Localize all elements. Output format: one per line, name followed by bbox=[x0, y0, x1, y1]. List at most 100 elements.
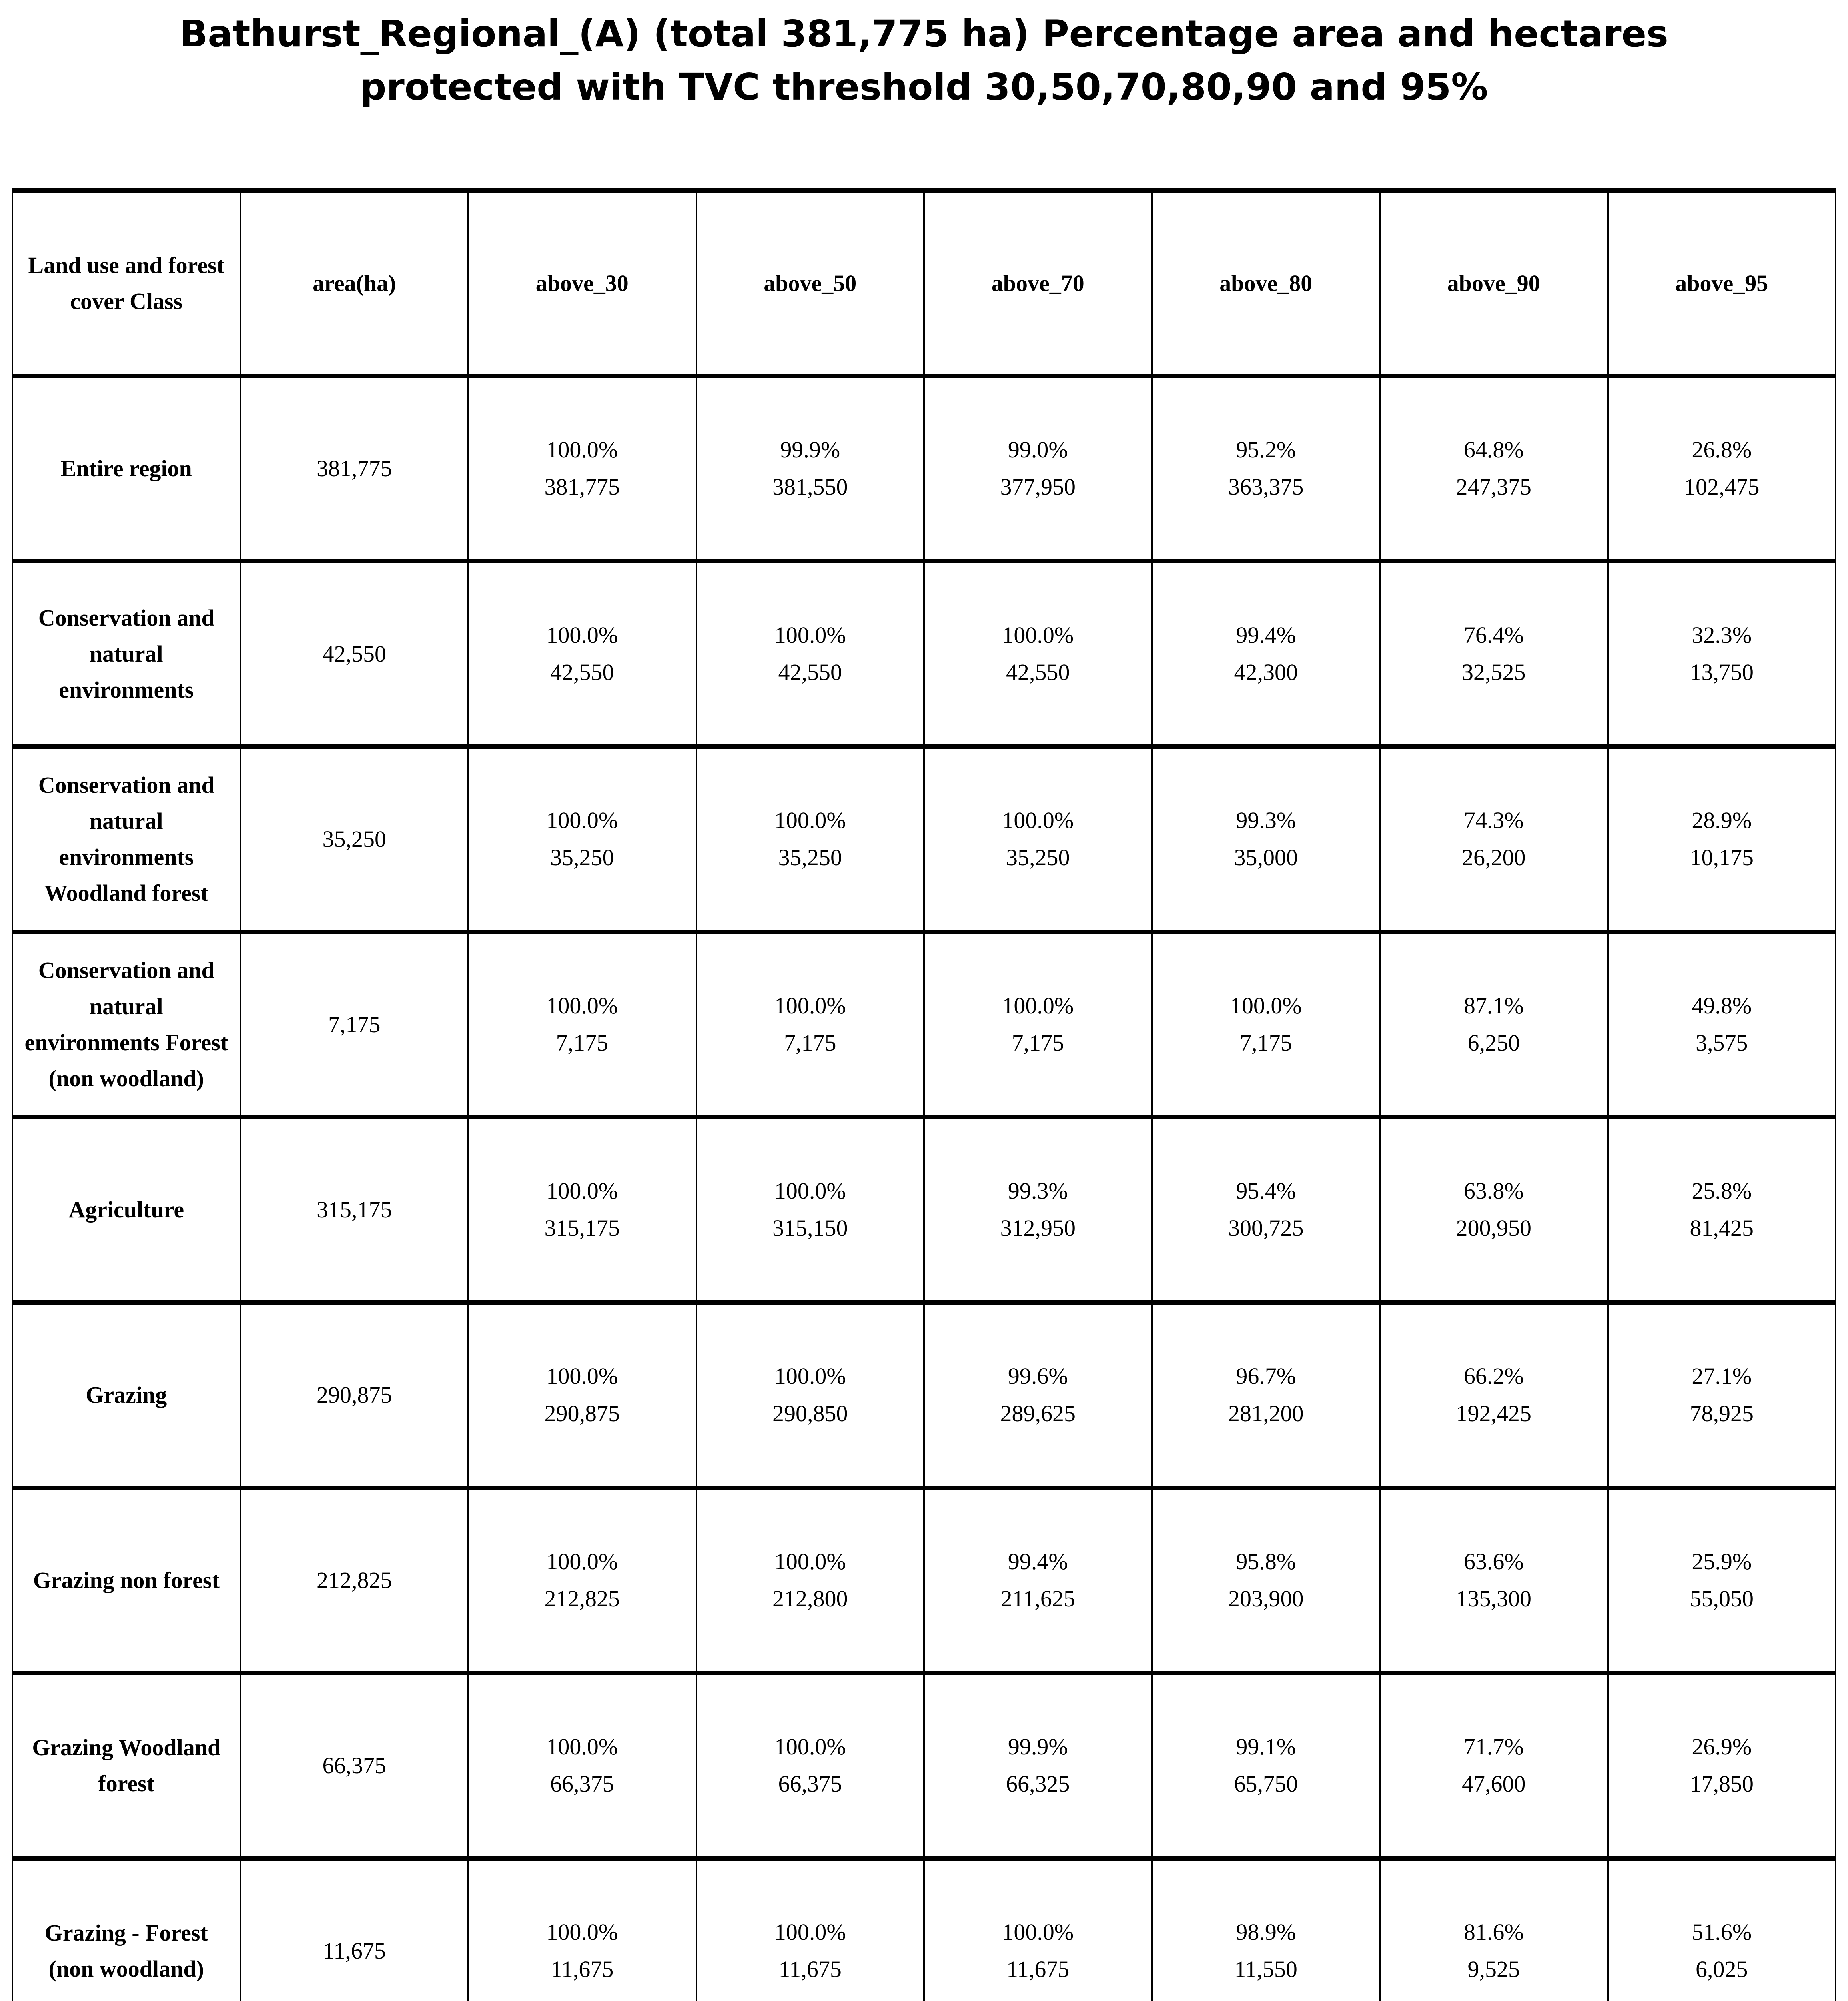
hectares-value: 35,000 bbox=[1234, 844, 1298, 870]
threshold-cell: 99.0% 377,950 bbox=[923, 373, 1153, 563]
threshold-cell: 100.0% 42,550 bbox=[923, 559, 1153, 749]
threshold-cell: 100.0% 42,550 bbox=[467, 559, 697, 749]
table-row: Conservation and natural environments Fo… bbox=[12, 929, 1836, 1119]
area-ha-value: 35,250 bbox=[239, 744, 469, 934]
table-row: Entire region 381,775 100.0% 381,775 99.9% 38… bbox=[12, 373, 1836, 563]
hectares-value: 192,425 bbox=[1456, 1400, 1532, 1426]
area-ha-value: 66,375 bbox=[239, 1670, 469, 1861]
page-title-line1: Bathurst_Regional_(A) (total 381,775 ha)… bbox=[180, 12, 1668, 55]
percent-value: 74.3% bbox=[1463, 807, 1524, 833]
threshold-cell: 100.0% 11,675 bbox=[467, 1856, 697, 2001]
table-row: Grazing Woodland forest 66,375 100.0% 66,37… bbox=[12, 1670, 1836, 1861]
percent-value: 100.0% bbox=[1002, 1919, 1074, 1945]
threshold-cell: 95.4% 300,725 bbox=[1151, 1115, 1381, 1305]
area-ha-value: 381,775 bbox=[239, 373, 469, 563]
hectares-value: 17,850 bbox=[1690, 1770, 1754, 1797]
threshold-cell: 100.0% 212,825 bbox=[467, 1485, 697, 1675]
area-ha-value: 315,175 bbox=[239, 1115, 469, 1305]
hectares-value: 42,550 bbox=[1006, 659, 1070, 685]
threshold-cell: 99.3% 312,950 bbox=[923, 1115, 1153, 1305]
threshold-cell: 63.6% 135,300 bbox=[1379, 1485, 1609, 1675]
threshold-cell: 100.0% 11,675 bbox=[695, 1856, 925, 2001]
percent-value: 66.2% bbox=[1463, 1363, 1524, 1389]
hectares-value: 35,250 bbox=[778, 844, 842, 870]
page-title: Bathurst_Regional_(A) (total 381,775 ha)… bbox=[0, 0, 1848, 114]
percent-value: 100.0% bbox=[1230, 992, 1302, 1019]
threshold-cell: 99.1% 65,750 bbox=[1151, 1670, 1381, 1861]
column-header: above_90 bbox=[1379, 188, 1609, 378]
percent-value: 99.3% bbox=[1008, 1177, 1068, 1204]
column-header: above_50 bbox=[695, 188, 925, 378]
hectares-value: 11,675 bbox=[778, 1956, 842, 1982]
hectares-value: 312,950 bbox=[1000, 1215, 1076, 1241]
hectares-value: 315,175 bbox=[544, 1215, 620, 1241]
percent-value: 100.0% bbox=[774, 1733, 846, 1760]
threshold-cell: 51.6% 6,025 bbox=[1607, 1856, 1836, 2001]
percent-value: 100.0% bbox=[1002, 807, 1074, 833]
table-row: Conservation and natural environments Wo… bbox=[12, 744, 1836, 934]
hectares-value: 11,550 bbox=[1234, 1956, 1297, 1982]
hectares-value: 10,175 bbox=[1690, 844, 1754, 870]
hectares-value: 66,325 bbox=[1006, 1770, 1070, 1797]
threshold-cell: 28.9% 10,175 bbox=[1607, 744, 1836, 934]
percent-value: 95.8% bbox=[1236, 1548, 1296, 1574]
percent-value: 100.0% bbox=[546, 1919, 618, 1945]
column-header: above_80 bbox=[1151, 188, 1381, 378]
threshold-cell: 100.0% 7,175 bbox=[467, 929, 697, 1119]
hectares-value: 315,150 bbox=[772, 1215, 848, 1241]
row-label: Grazing bbox=[12, 1300, 241, 1490]
hectares-value: 300,725 bbox=[1228, 1215, 1304, 1241]
hectares-value: 81,425 bbox=[1690, 1215, 1754, 1241]
area-ha-value: 7,175 bbox=[239, 929, 469, 1119]
hectares-value: 212,800 bbox=[772, 1585, 848, 1612]
hectares-value: 42,300 bbox=[1234, 659, 1298, 685]
percent-value: 100.0% bbox=[774, 1363, 846, 1389]
percent-value: 96.7% bbox=[1236, 1363, 1296, 1389]
threshold-cell: 100.0% 35,250 bbox=[923, 744, 1153, 934]
threshold-cell: 100.0% 290,850 bbox=[695, 1300, 925, 1490]
column-header: area(ha) bbox=[239, 188, 469, 378]
percent-value: 100.0% bbox=[1002, 622, 1074, 648]
page-title-line2: protected with TVC threshold 30,50,70,80… bbox=[360, 66, 1488, 109]
threshold-cell: 100.0% 7,175 bbox=[923, 929, 1153, 1119]
percent-value: 51.6% bbox=[1692, 1919, 1752, 1945]
hectares-value: 7,175 bbox=[556, 1029, 609, 1056]
percent-value: 25.8% bbox=[1692, 1177, 1752, 1204]
percent-value: 100.0% bbox=[546, 622, 618, 648]
threshold-cell: 99.9% 66,325 bbox=[923, 1670, 1153, 1861]
percent-value: 95.4% bbox=[1236, 1177, 1296, 1204]
percent-value: 99.4% bbox=[1008, 1548, 1068, 1574]
percent-value: 26.9% bbox=[1692, 1733, 1752, 1760]
hectares-value: 102,475 bbox=[1684, 473, 1760, 500]
percent-value: 28.9% bbox=[1692, 807, 1752, 833]
percent-value: 99.0% bbox=[1008, 436, 1068, 463]
area-ha-value: 11,675 bbox=[239, 1856, 469, 2001]
percent-value: 100.0% bbox=[546, 992, 618, 1019]
threshold-cell: 100.0% 11,675 bbox=[923, 1856, 1153, 2001]
hectares-value: 135,300 bbox=[1456, 1585, 1532, 1612]
percent-value: 99.3% bbox=[1236, 807, 1296, 833]
hectares-value: 290,850 bbox=[772, 1400, 848, 1426]
column-header: above_95 bbox=[1607, 188, 1836, 378]
threshold-cell: 99.3% 35,000 bbox=[1151, 744, 1381, 934]
threshold-cell: 99.4% 211,625 bbox=[923, 1485, 1153, 1675]
percent-value: 71.7% bbox=[1463, 1733, 1524, 1760]
threshold-cell: 100.0% 35,250 bbox=[695, 744, 925, 934]
threshold-cell: 63.8% 200,950 bbox=[1379, 1115, 1609, 1305]
column-header: above_30 bbox=[467, 188, 697, 378]
hectares-value: 7,175 bbox=[784, 1029, 836, 1056]
hectares-value: 289,625 bbox=[1000, 1400, 1076, 1426]
hectares-value: 212,825 bbox=[544, 1585, 620, 1612]
percent-value: 100.0% bbox=[774, 1177, 846, 1204]
column-header-landuse-class: Land use and forest cover Class bbox=[12, 188, 241, 378]
percent-value: 100.0% bbox=[774, 622, 846, 648]
hectares-value: 381,775 bbox=[544, 473, 620, 500]
hectares-value: 11,675 bbox=[1006, 1956, 1070, 1982]
tvc-threshold-table: Land use and forest cover Class area(ha) a… bbox=[12, 188, 1836, 2001]
percent-value: 100.0% bbox=[774, 1919, 846, 1945]
threshold-cell: 99.6% 289,625 bbox=[923, 1300, 1153, 1490]
percent-value: 87.1% bbox=[1463, 992, 1524, 1019]
hectares-value: 78,925 bbox=[1690, 1400, 1754, 1426]
threshold-cell: 99.9% 381,550 bbox=[695, 373, 925, 563]
table-header-row: Land use and forest cover Class area(ha) a… bbox=[12, 188, 1836, 378]
